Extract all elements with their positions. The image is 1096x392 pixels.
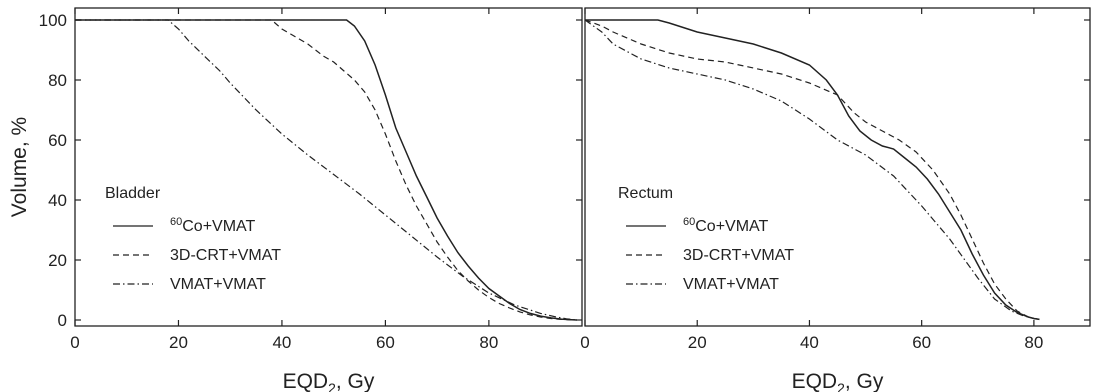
y-tick-label: 100 (39, 11, 67, 30)
legend-title: Rectum (618, 185, 673, 202)
legend-label: 60Co+VMAT (683, 216, 769, 235)
x-axis-title-main: EQD (792, 370, 838, 392)
y-tick-label: 0 (58, 311, 67, 330)
y-tick-label: 60 (48, 131, 67, 150)
x-axis-title-suffix: , Gy (845, 370, 884, 392)
x-axis-title-main: EQD (283, 370, 329, 392)
y-tick-label: 20 (48, 251, 67, 270)
series-line-solid (75, 19, 577, 321)
legend: Rectum 60Co+VMAT 3D-CRT+VMAT VMAT+VMAT (618, 185, 794, 293)
series-line-dash-dot (75, 19, 577, 321)
x-axis-title-subscript: 2 (328, 380, 336, 392)
y-tick-label: 40 (48, 191, 67, 210)
x-tick-label: 60 (376, 333, 395, 352)
legend-label: VMAT+VMAT (683, 276, 779, 293)
legend-label: 3D-CRT+VMAT (683, 247, 794, 264)
legend-label-superscript: 60 (683, 216, 695, 228)
legend-label: 60Co+VMAT (170, 216, 256, 235)
legend-label-name: Co+VMAT (182, 218, 255, 235)
series-line-dash-dot (585, 19, 1040, 320)
series-line-solid (585, 19, 1040, 321)
x-tick-label: 80 (1024, 333, 1043, 352)
x-tick-label: 80 (479, 333, 498, 352)
series-line-dashed (585, 19, 1040, 320)
x-tick-label: 0 (580, 333, 589, 352)
plot-frame (584, 7, 1091, 327)
legend-label-superscript: 60 (170, 216, 182, 228)
x-tick-label: 40 (800, 333, 819, 352)
bladder-panel: 0 20 40 60 80 0 20 40 60 80 100 EQD2, Gy Volume, % Bl… (8, 7, 583, 392)
plot-frame (74, 7, 583, 327)
x-axis-title-suffix: , Gy (336, 370, 375, 392)
x-tick-label: 40 (272, 333, 291, 352)
y-tick-label: 80 (48, 71, 67, 90)
legend-label: 3D-CRT+VMAT (170, 247, 281, 264)
x-tick-label: 0 (70, 333, 79, 352)
x-axis-title: EQD2, Gy (792, 370, 884, 392)
x-axis-title-subscript: 2 (837, 380, 845, 392)
y-axis-title: Volume, % (8, 117, 31, 217)
legend-title: Bladder (105, 185, 161, 202)
legend: Bladder 60Co+VMAT 3D-CRT+VMAT VMAT+VMAT (105, 185, 281, 293)
legend-label-name: Co+VMAT (695, 218, 768, 235)
x-tick-label: 20 (169, 333, 188, 352)
x-tick-label: 20 (688, 333, 707, 352)
legend-label: VMAT+VMAT (170, 276, 266, 293)
x-tick-label: 60 (912, 333, 931, 352)
series-line-dashed (75, 19, 577, 321)
x-axis-title: EQD2, Gy (283, 370, 375, 392)
